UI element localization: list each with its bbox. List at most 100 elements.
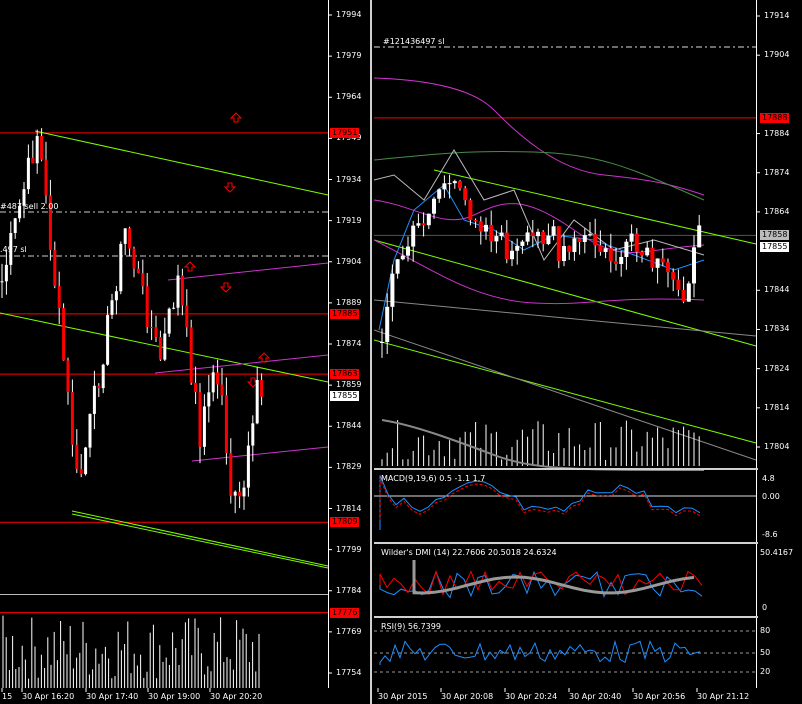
right-bull-candle <box>572 238 577 253</box>
left-time-tick: 15 <box>2 692 13 701</box>
left-bear-candle <box>154 327 158 338</box>
right-trendline-gray-1 <box>374 299 757 337</box>
right-bull-candle <box>603 248 608 253</box>
left-level-tag: 17809 <box>330 517 360 528</box>
right-bear-candle <box>681 289 686 302</box>
left-chart-pane[interactable]: 1799417979179641794917934179191790417889… <box>0 0 370 704</box>
right-channel-upper <box>433 169 757 245</box>
dmi-indicator-label: Wilder's DMI (14) 22.7606 20.5018 24.632… <box>381 548 557 557</box>
left-bear-candle <box>53 250 57 286</box>
right-bull-candle <box>437 189 442 199</box>
right-bear-candle <box>468 200 473 221</box>
left-sell-order-label: #487 sell 2.00 <box>0 202 59 211</box>
right-price-tick: 17804 <box>764 442 790 451</box>
right-bull-candle <box>385 306 390 343</box>
left-volume-divider[interactable] <box>0 594 328 595</box>
rsi-line <box>379 639 701 665</box>
left-bear-candle <box>31 157 35 164</box>
left-wedge-upper <box>167 262 329 281</box>
left-bull-candle <box>114 291 118 301</box>
left-price-tick: 17919 <box>336 215 362 225</box>
left-bear-candle <box>145 286 149 328</box>
left-bull-candle <box>163 333 167 360</box>
left-channel-upper <box>34 130 329 196</box>
left-bear-candle <box>238 491 242 497</box>
left-price-tick: 17829 <box>336 462 362 472</box>
left-time-tick: 30 Apr 19:00 <box>148 692 201 701</box>
left-bear-candle <box>62 308 66 361</box>
dmi-subwindow-divider[interactable] <box>374 542 758 544</box>
macd-tick-top: 4.8 <box>762 474 775 483</box>
right-price-tick: 17904 <box>764 50 790 60</box>
left-price-tick: 17874 <box>336 339 362 348</box>
left-price-tick: 17799 <box>336 544 362 554</box>
right-bull-candle <box>697 225 702 248</box>
left-price-tick: 17814 <box>336 503 362 513</box>
left-time-tick: 30 Apr 16:20 <box>22 692 75 701</box>
right-price-tick: 17884 <box>764 128 790 138</box>
left-price-tick: 17784 <box>336 585 362 595</box>
buy-arrow-icon <box>257 352 271 363</box>
dmi-tick-top: 50.4167 <box>760 548 794 557</box>
right-time-tick: 30 Apr 20:40 <box>569 692 622 701</box>
right-bull-candle <box>520 241 525 246</box>
right-bull-candle <box>510 250 514 260</box>
left-bull-candle <box>22 189 26 206</box>
right-bear-candle <box>463 188 468 201</box>
left-bull-candle <box>233 491 237 496</box>
left-bull-candle <box>92 385 96 414</box>
right-trendline-gray-2 <box>374 329 757 461</box>
right-bull-candle <box>432 198 436 214</box>
left-bull-candle <box>211 372 215 393</box>
left-bear-candle <box>141 273 145 287</box>
macd-subwindow-divider[interactable] <box>374 468 758 470</box>
rsi-tick-80: 80 <box>760 626 771 635</box>
right-moving-average-blue <box>378 184 705 331</box>
left-bear-candle <box>44 159 48 196</box>
right-channel-middle <box>374 239 757 347</box>
right-bear-candle <box>478 221 483 232</box>
left-channel-lower-1 <box>71 510 329 567</box>
left-bull-candle <box>246 445 250 488</box>
right-bear-candle <box>676 279 681 290</box>
left-bull-candle <box>106 314 110 365</box>
right-level-tag: 17888 <box>760 112 790 123</box>
left-price-tick: 17994 <box>336 10 362 19</box>
right-bull-candle <box>395 259 400 274</box>
macd-indicator-label: MACD(9,19,6) 0.5 -1.1 1.7 <box>381 474 486 483</box>
rsi-subwindow-divider[interactable] <box>374 616 758 618</box>
left-price-tick: 17904 <box>336 256 362 266</box>
left-bear-candle <box>158 337 162 360</box>
right-price-tick: 17864 <box>764 206 790 216</box>
left-bull-candle <box>0 281 4 283</box>
right-bollinger-outer-lower <box>374 239 705 305</box>
left-level-tag: 17951 <box>330 127 360 138</box>
left-bull-candle <box>167 308 171 334</box>
left-time-tick: 30 Apr 17:40 <box>86 692 139 701</box>
left-bear-candle <box>97 385 101 389</box>
right-bull-candle <box>582 235 587 243</box>
right-price-chart[interactable] <box>374 0 802 704</box>
right-bear-candle <box>577 238 582 243</box>
right-time-tick: 30 Apr 20:24 <box>505 692 558 701</box>
buy-arrow-icon <box>229 112 243 123</box>
left-price-tick: 17964 <box>336 92 362 102</box>
sell-arrow-icon <box>219 282 233 293</box>
right-bull-candle <box>499 232 504 237</box>
left-price-chart[interactable] <box>0 0 370 704</box>
macd-tick-zero: 0.00 <box>762 492 780 501</box>
right-bear-candle <box>504 232 509 260</box>
left-bull-candle <box>172 307 176 309</box>
right-bull-candle <box>442 183 447 190</box>
chart-window-divider[interactable] <box>370 0 372 704</box>
right-bear-candle <box>473 220 478 222</box>
left-bull-candle <box>207 392 211 407</box>
right-chart-pane[interactable]: 17914 17904 17884 17874 17864 17844 17834 17824… <box>374 0 802 704</box>
dmi-adx-line <box>412 560 695 595</box>
right-bear-candle <box>556 226 561 261</box>
right-bull-candle <box>536 231 540 237</box>
left-bull-candle <box>202 406 206 447</box>
right-bull-candle <box>494 236 499 242</box>
right-moving-average-green <box>374 151 705 201</box>
left-bull-candle <box>110 300 114 315</box>
